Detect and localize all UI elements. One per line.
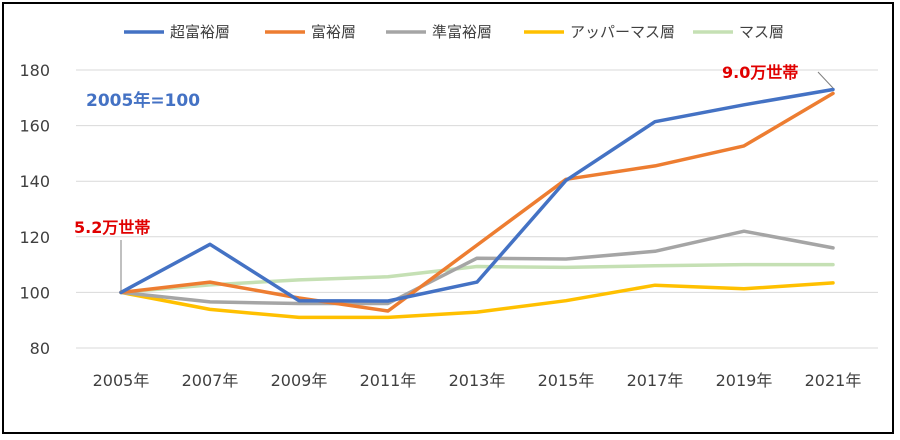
y-tick-label: 120 bbox=[19, 228, 50, 247]
x-tick-label: 2007年 bbox=[182, 371, 239, 390]
gridlines bbox=[76, 69, 878, 349]
series-line-5 bbox=[119, 262, 835, 295]
legend-label: アッパーマス層 bbox=[570, 23, 675, 41]
series-lines bbox=[119, 87, 835, 320]
x-axis-ticks: 2005年 2007年 2009年 2011年 2013年 2015年 2017年 2019年… bbox=[93, 371, 862, 390]
legend-label: 超富裕層 bbox=[170, 23, 230, 41]
y-tick-label: 140 bbox=[19, 172, 50, 191]
start-label: 5.2万世帯 bbox=[74, 218, 150, 237]
y-tick-label: 100 bbox=[19, 283, 50, 302]
series-line-4 bbox=[119, 281, 835, 320]
end-label-leader bbox=[817, 71, 834, 89]
y-tick-label: 180 bbox=[19, 61, 50, 80]
legend: 超富裕層 富裕層 準富裕層 アッパーマス層 マス層 bbox=[124, 23, 784, 41]
x-tick-label: 2013年 bbox=[449, 371, 506, 390]
y-axis-ticks: 80 100 120 140 160 180 bbox=[19, 61, 50, 358]
base-note: 2005年=100 bbox=[86, 90, 200, 111]
legend-label: 富裕層 bbox=[311, 23, 356, 41]
y-tick-label: 160 bbox=[19, 117, 50, 136]
x-tick-label: 2015年 bbox=[538, 371, 595, 390]
x-tick-label: 2005年 bbox=[93, 371, 150, 390]
annotations: 2005年=100 5.2万世帯 9.0万世帯 bbox=[74, 63, 834, 292]
chart-frame bbox=[2, 2, 894, 434]
x-tick-label: 2021年 bbox=[805, 371, 862, 390]
legend-label: 準富裕層 bbox=[432, 23, 492, 41]
x-tick-label: 2017年 bbox=[627, 371, 684, 390]
series-line-2 bbox=[119, 91, 835, 313]
x-tick-label: 2009年 bbox=[271, 371, 328, 390]
series-line-3 bbox=[119, 229, 835, 306]
x-tick-label: 2011年 bbox=[360, 371, 417, 390]
end-label: 9.0万世帯 bbox=[722, 63, 798, 82]
series-line-1 bbox=[119, 87, 835, 303]
x-tick-label: 2019年 bbox=[716, 371, 773, 390]
y-tick-label: 80 bbox=[30, 339, 50, 358]
legend-label: マス層 bbox=[739, 23, 784, 41]
